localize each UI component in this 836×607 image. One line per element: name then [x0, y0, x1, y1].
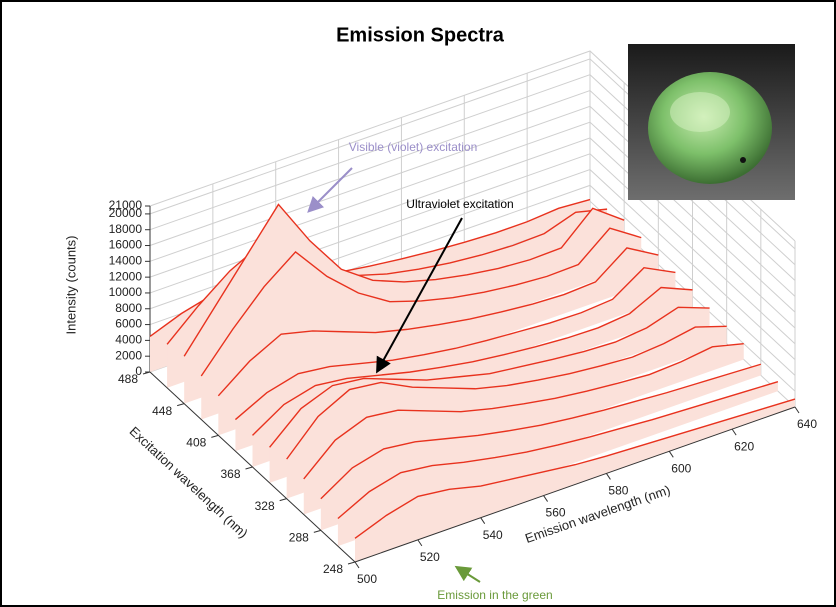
- y-tick-label: 4000: [115, 333, 142, 347]
- x-tick-label: 500: [357, 572, 377, 586]
- z-tick-label: 408: [186, 436, 206, 450]
- annotation: Visible (violet) excitation: [349, 140, 478, 154]
- z-tick-label: 288: [289, 531, 309, 545]
- y-axis-label: Intensity (counts): [63, 236, 78, 335]
- chart: 0200040006000800010000120001400016000180…: [0, 0, 836, 607]
- x-tick-label: 620: [734, 439, 754, 453]
- y-tick-label: 21000: [109, 198, 143, 212]
- y-tick-label: 6000: [115, 317, 142, 331]
- y-tick-label: 12000: [109, 269, 143, 283]
- y-tick-label: 14000: [109, 254, 143, 268]
- y-tick-label: 18000: [109, 222, 143, 236]
- x-tick-label: 520: [420, 550, 440, 564]
- z-tick-label: 448: [152, 404, 172, 418]
- chart-title: Emission Spectra: [336, 24, 505, 46]
- gem-photo: [628, 44, 795, 200]
- y-tick-label: 10000: [109, 285, 143, 299]
- annotation: Ultraviolet excitation: [406, 197, 513, 211]
- z-tick-label: 368: [220, 467, 240, 481]
- z-tick-label: 488: [118, 372, 138, 386]
- annotation: Emission in the green: [437, 588, 552, 602]
- x-tick-label: 600: [671, 461, 691, 475]
- x-tick-label: 640: [797, 417, 817, 431]
- y-tick-label: 8000: [115, 301, 142, 315]
- z-tick-label: 328: [255, 499, 275, 513]
- z-tick-label: 248: [323, 562, 343, 576]
- x-tick-label: 540: [483, 528, 503, 542]
- y-tick-label: 2000: [115, 348, 142, 362]
- y-tick-label: 16000: [109, 238, 143, 252]
